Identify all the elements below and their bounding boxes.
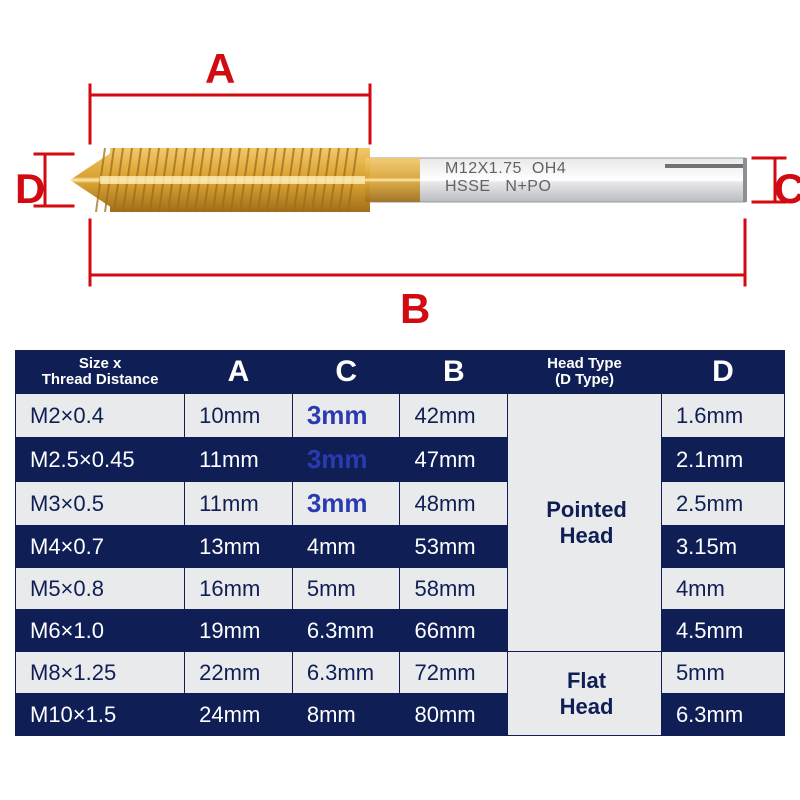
table-cell: 4.5mm xyxy=(661,610,784,652)
dim-label-a: A xyxy=(205,45,235,93)
table-cell: 8mm xyxy=(292,694,400,736)
table-cell: 6.3mm xyxy=(292,610,400,652)
table-cell: M6×1.0 xyxy=(16,610,185,652)
table-cell: M4×0.7 xyxy=(16,526,185,568)
table-cell: 4mm xyxy=(292,526,400,568)
table-cell: 6.3mm xyxy=(661,694,784,736)
table-cell: M8×1.25 xyxy=(16,652,185,694)
table-row: M10×1.524mm8mm80mm 6.3mm xyxy=(16,694,785,736)
table-row: M4×0.713mm4mm53mm 3.15m xyxy=(16,526,785,568)
table-cell: 53mm xyxy=(400,526,508,568)
table-cell: 3mm xyxy=(292,438,400,482)
table-row: M2.5×0.4511mm3mm47mm 2.1mm xyxy=(16,438,785,482)
table-cell: 11mm xyxy=(185,482,293,526)
table-cell: 80mm xyxy=(400,694,508,736)
table-cell: 4mm xyxy=(661,568,784,610)
dim-label-d: D xyxy=(15,165,45,213)
table-cell: 1.6mm xyxy=(661,394,784,438)
table-cell: M2×0.4 xyxy=(16,394,185,438)
table-cell: 24mm xyxy=(185,694,293,736)
dim-label-c: C xyxy=(774,165,800,213)
diagram-svg xyxy=(0,0,800,320)
th-b: B xyxy=(400,351,508,394)
table-cell: 16mm xyxy=(185,568,293,610)
th-c: C xyxy=(292,351,400,394)
table-cell: M2.5×0.45 xyxy=(16,438,185,482)
table-cell: 42mm xyxy=(400,394,508,438)
table-row: M3×0.511mm3mm48mm 2.5mm xyxy=(16,482,785,526)
table-cell: M3×0.5 xyxy=(16,482,185,526)
spec-table: Size xThread Distance A C B Head Type(D … xyxy=(15,350,785,736)
table-cell: M10×1.5 xyxy=(16,694,185,736)
th-a: A xyxy=(185,351,293,394)
dim-label-b: B xyxy=(400,285,430,333)
table-cell: 22mm xyxy=(185,652,293,694)
table-cell: 5mm xyxy=(661,652,784,694)
table-cell: 2.5mm xyxy=(661,482,784,526)
head-type-cell: FlatHead xyxy=(508,652,662,736)
table-cell: 58mm xyxy=(400,568,508,610)
table-cell: 47mm xyxy=(400,438,508,482)
head-type-cell: PointedHead xyxy=(508,394,662,652)
table-cell: 2.1mm xyxy=(661,438,784,482)
table-cell: 5mm xyxy=(292,568,400,610)
table-cell: 6.3mm xyxy=(292,652,400,694)
table-row: M2×0.410mm3mm42mmPointedHead1.6mm xyxy=(16,394,785,438)
table-cell: 11mm xyxy=(185,438,293,482)
th-d: D xyxy=(661,351,784,394)
table-cell: 72mm xyxy=(400,652,508,694)
table-cell: 66mm xyxy=(400,610,508,652)
tap-diagram: A B C D M12X1.75 OH4 HSSE N+PO xyxy=(0,0,800,320)
table-body: M2×0.410mm3mm42mmPointedHead1.6mmM2.5×0.… xyxy=(16,394,785,736)
table-cell: 13mm xyxy=(185,526,293,568)
table-cell: 3mm xyxy=(292,482,400,526)
table-row: M8×1.2522mm6.3mm72mmFlatHead5mm xyxy=(16,652,785,694)
table-cell: 3mm xyxy=(292,394,400,438)
th-head: Head Type(D Type) xyxy=(508,351,662,394)
spec-table-wrap: Size xThread Distance A C B Head Type(D … xyxy=(15,350,785,736)
th-size: Size xThread Distance xyxy=(16,351,185,394)
table-cell: M5×0.8 xyxy=(16,568,185,610)
header-row: Size xThread Distance A C B Head Type(D … xyxy=(16,351,785,394)
table-cell: 3.15m xyxy=(661,526,784,568)
tool-marking: M12X1.75 OH4 HSSE N+PO xyxy=(445,160,566,197)
table-row: M5×0.816mm5mm58mm 4mm xyxy=(16,568,785,610)
table-cell: 48mm xyxy=(400,482,508,526)
table-row: M6×1.019mm6.3mm66mm 4.5mm xyxy=(16,610,785,652)
table-cell: 19mm xyxy=(185,610,293,652)
table-cell: 10mm xyxy=(185,394,293,438)
